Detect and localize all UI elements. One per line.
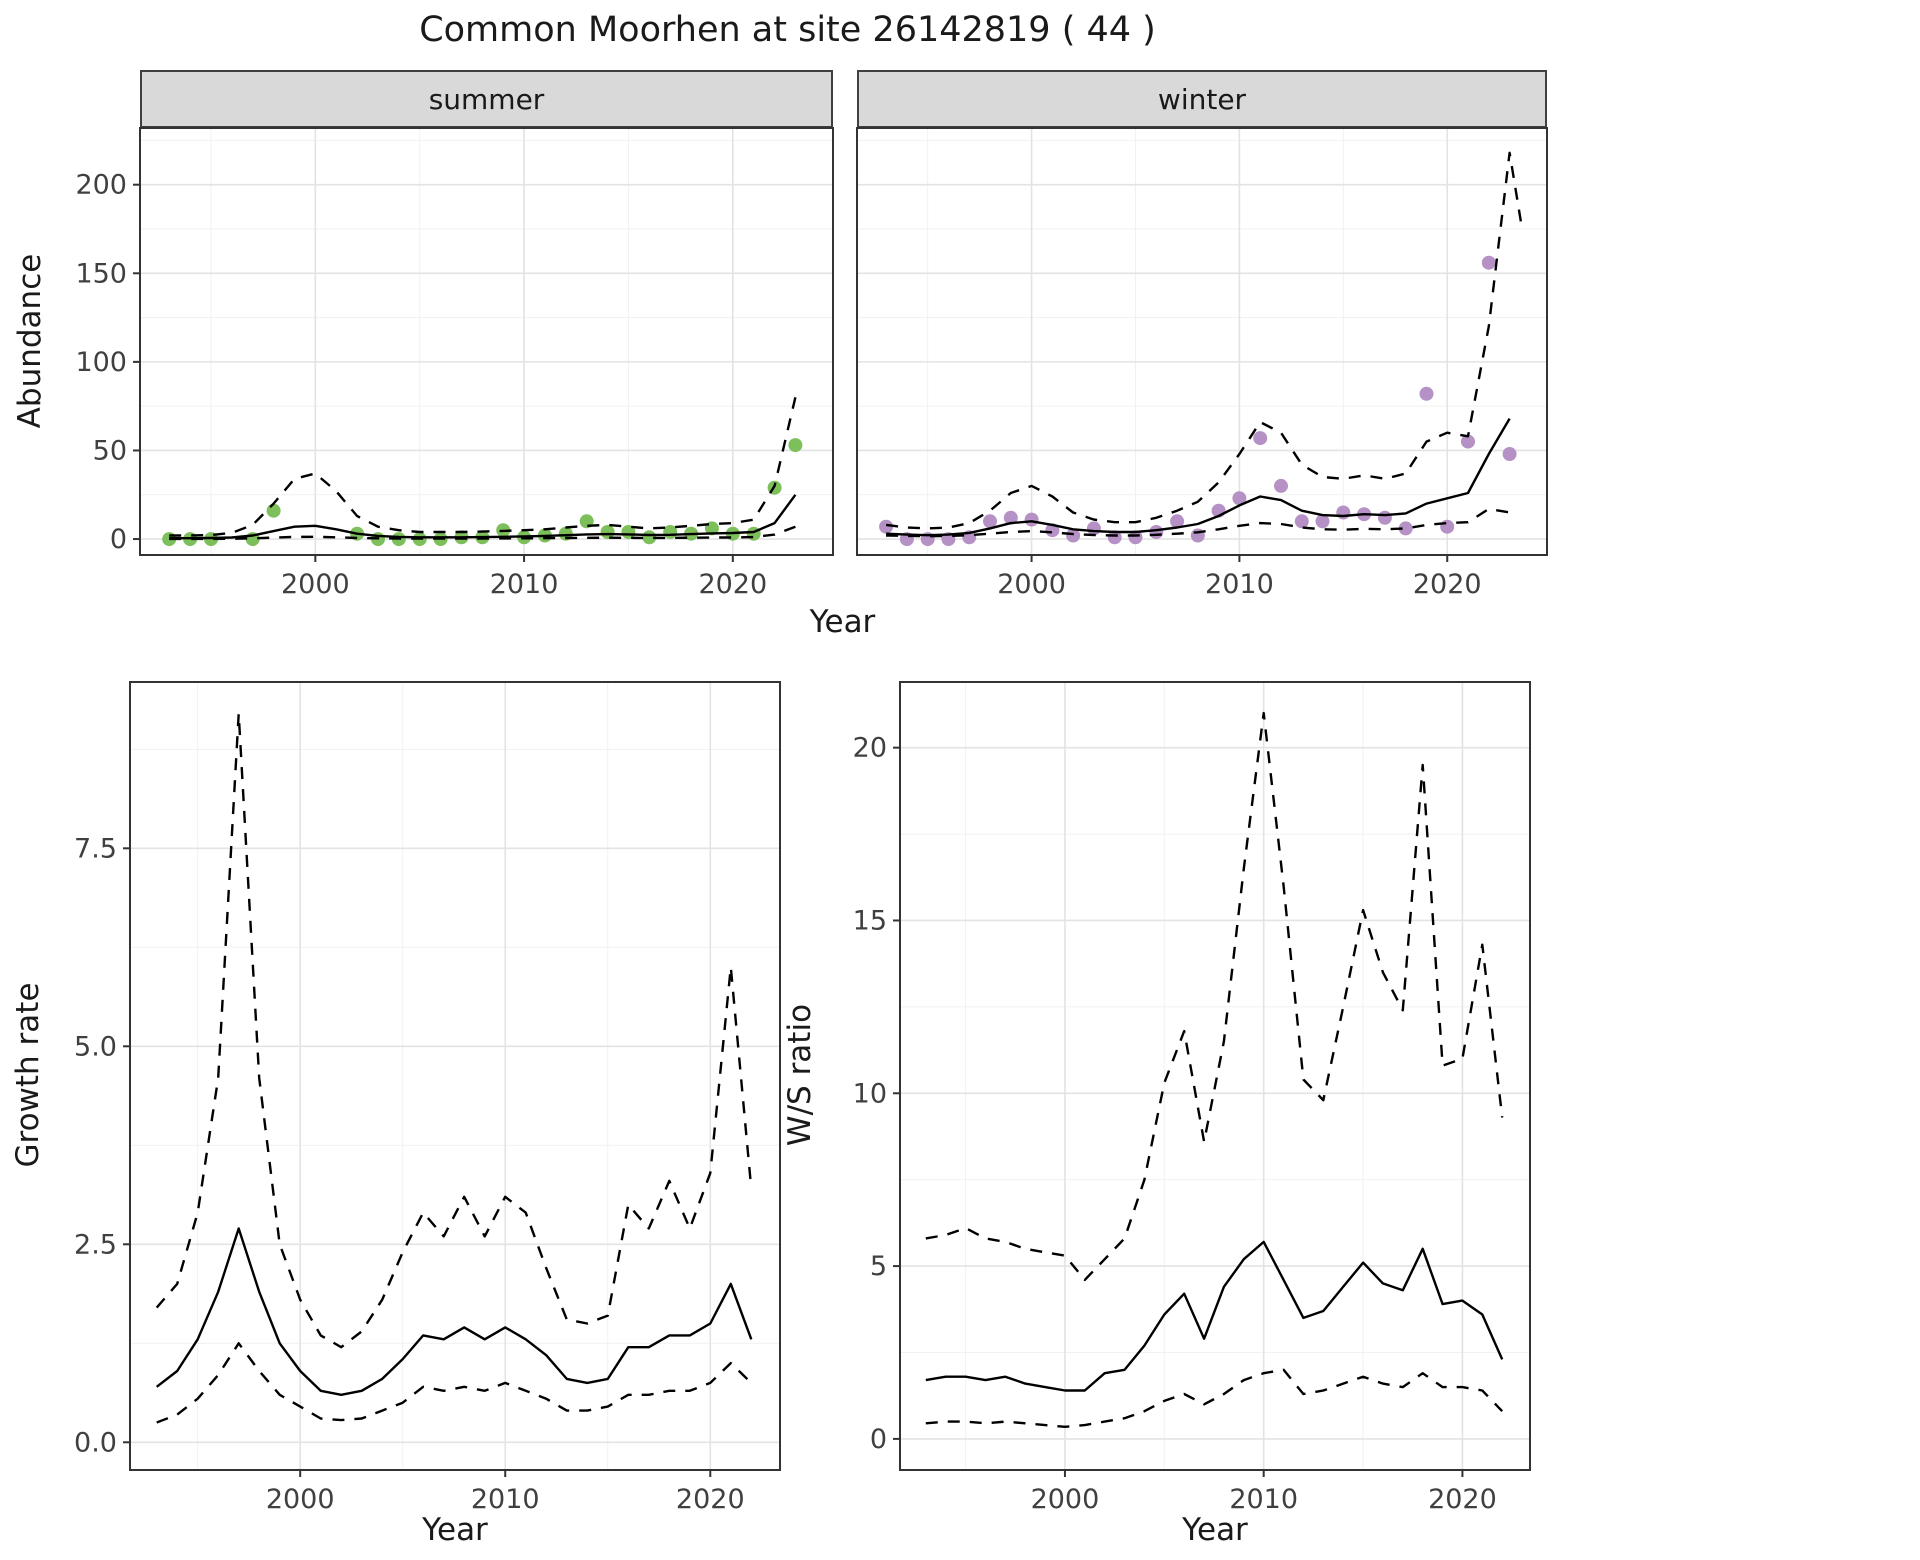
panel-border [899,681,1531,1471]
data-point-observed [1107,530,1122,545]
chart-title: Common Moorhen at site 26142819 ( 44 ) [419,10,1156,50]
panel-border [856,127,1548,556]
data-point-observed [1232,491,1247,506]
data-point-observed [1419,386,1434,401]
data-point-observed [1440,519,1455,534]
growth-rate-x-axis-label: Year [422,1512,488,1548]
data-point-observed [600,525,615,539]
x-axis-tick-label: 2020 [1413,569,1482,600]
y-axis-tick-label: 15 [853,905,887,936]
data-point-observed [1086,521,1101,536]
y-axis-tick-label: 5 [870,1251,887,1282]
data-point-observed [1461,434,1475,449]
panel-border [129,681,781,1471]
y-axis-tick-label: 0 [870,1424,887,1455]
x-axis-tick-label: 2010 [1205,569,1274,600]
y-axis-tick-label: 100 [75,347,127,378]
facet-strip-winter-label: winter [1157,82,1247,116]
growth-rate-y-axis-label: Growth rate [10,982,46,1168]
data-point-observed [1170,514,1185,529]
panel-background [140,128,833,555]
y-axis-tick-label: 50 [93,435,127,466]
panel-border [139,127,834,556]
data-point-observed [788,438,803,453]
top-x-axis-label: Year [809,604,876,640]
data-point-observed [983,514,997,529]
series-ci-lower [156,1342,753,1424]
ws-ratio-y-axis-label: W/S ratio [782,1003,818,1147]
data-point-observed [1481,255,1496,270]
facet-strip-summer-label: summer [428,82,545,116]
data-point-observed [1253,431,1268,446]
series-ci-lower [886,507,1510,538]
data-point-observed [1398,521,1413,536]
ws-ratio-panel: 2000 2010 2020 0 5 10 15 20 [853,681,1531,1515]
series-fit [886,417,1511,537]
data-point-observed [1315,514,1330,529]
y-axis-tick-label: 0 [110,524,127,555]
series-fit [155,1227,753,1396]
y-axis-tick-label: 20 [853,733,887,764]
data-point-observed [879,519,894,534]
series-fit [169,494,797,540]
abundance-summer-panel: 2000 2010 2020 0 50 100 150 200 [75,127,834,600]
x-axis-tick-label: 2000 [1031,1484,1100,1515]
series-ci-upper [885,151,1524,530]
y-axis-tick-label: 2.5 [74,1229,117,1260]
series-ci-lower [925,1368,1504,1428]
series-ci-upper [169,397,797,537]
series-ci-upper [155,712,753,1349]
growth-rate-panel: 2000 2010 2020 0.0 2.5 5.0 7.5 [74,681,781,1515]
abundance-winter-panel: 2000 2010 2020 [856,127,1548,600]
x-axis-tick-label: 2020 [698,569,767,600]
x-axis-tick-label: 2020 [676,1484,745,1515]
abundance-y-axis-label: Abundance [12,253,48,429]
facet-strip-summer: summer [140,70,833,128]
panel-background [130,682,780,1470]
y-axis-tick-label: 10 [853,1078,887,1109]
series-ci-lower [169,525,796,541]
data-point-observed [266,503,281,518]
x-axis-tick-label: 2000 [281,569,350,600]
y-axis-tick-label: 7.5 [74,833,117,864]
series-fit [925,1240,1504,1392]
data-point-observed [1149,525,1164,539]
data-point-observed [1294,514,1309,529]
data-point-observed [1003,510,1018,525]
x-axis-tick-label: 2010 [490,569,559,600]
x-axis-tick-label: 2010 [1229,1484,1298,1515]
data-point-observed [1336,505,1351,520]
x-axis-tick-label: 2000 [266,1484,335,1515]
x-axis-tick-label: 2010 [471,1484,540,1515]
panel-background [900,682,1530,1470]
y-axis-tick-label: 200 [75,170,127,201]
y-axis-tick-label: 150 [75,258,127,289]
data-point-observed [663,525,678,539]
y-axis-tick-label: 0.0 [74,1427,117,1458]
data-point-observed [1502,447,1517,461]
x-axis-tick-label: 2020 [1428,1484,1497,1515]
ws-ratio-x-axis-label: Year [1182,1512,1248,1548]
data-point-observed [1024,512,1039,527]
data-point-observed [1128,530,1143,545]
y-axis-tick-label: 5.0 [74,1031,117,1062]
panel-background [857,128,1547,555]
data-point-observed [1066,528,1081,543]
x-axis-tick-label: 2000 [997,569,1066,600]
data-point-observed [1377,510,1392,525]
data-point-observed [1274,478,1288,493]
